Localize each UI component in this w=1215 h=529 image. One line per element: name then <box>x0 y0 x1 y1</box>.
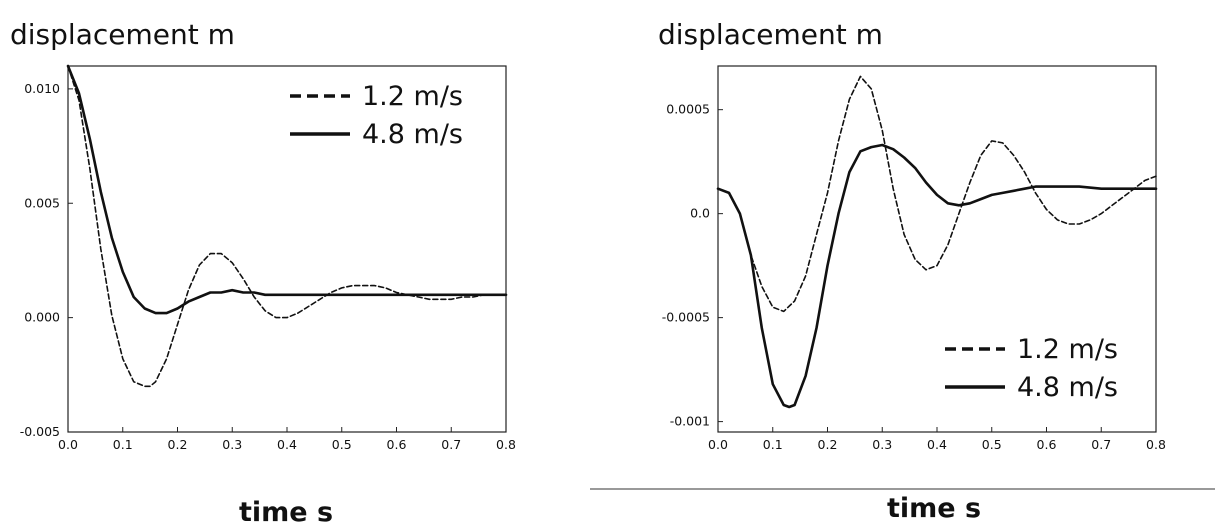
y-tick-label: -0.001 <box>670 414 710 429</box>
x-axis-label: time s <box>887 493 981 524</box>
x-tick-label: 0.0 <box>708 437 728 452</box>
x-tick-label: 0.6 <box>387 437 407 452</box>
x-tick-label: 0.5 <box>982 437 1002 452</box>
chart-right: displacement m time s 0.0 0.1 0.2 0.3 0.4 0.5 0.… <box>590 18 1215 524</box>
y-tick-label: 0.000 <box>24 310 60 325</box>
x-tick-label: 0.8 <box>1146 437 1166 452</box>
x-tick-label: 0.3 <box>872 437 892 452</box>
x-tick-label: 0.5 <box>332 437 352 452</box>
y-axis-label: displacement m <box>658 18 883 51</box>
legend-label: 4.8 m/s <box>362 119 463 150</box>
x-tick-label: 0.1 <box>763 437 783 452</box>
x-tick-label: 0.2 <box>168 437 188 452</box>
series-line-4-8-m-s <box>716 143 1158 409</box>
x-tick-label: 0.7 <box>1091 437 1111 452</box>
x-tick-label: 0.2 <box>818 437 838 452</box>
x-tick-label: 0.7 <box>441 437 461 452</box>
legend-label: 1.2 m/s <box>362 81 463 112</box>
y-tick-label: 0.0 <box>690 206 710 221</box>
x-tick-label: 0.8 <box>496 437 516 452</box>
y-axis-label: displacement m <box>10 18 235 51</box>
x-tick-label: 0.6 <box>1037 437 1057 452</box>
legend-label: 4.8 m/s <box>1017 372 1118 403</box>
x-tick-label: 0.3 <box>222 437 242 452</box>
y-tick-label: -0.0005 <box>662 310 710 325</box>
x-tick-label: 0.4 <box>277 437 297 452</box>
series-line-4-8-m-s <box>66 64 508 315</box>
x-tick-label: 0.4 <box>927 437 947 452</box>
x-tick-label: 0.1 <box>113 437 133 452</box>
y-tick-label: 0.010 <box>24 81 60 96</box>
y-tick-label: 0.0005 <box>666 102 710 117</box>
legend-label: 1.2 m/s <box>1017 334 1118 365</box>
y-tick-label: -0.005 <box>20 424 60 439</box>
x-axis-label: time s <box>239 497 333 528</box>
y-tick-label: 0.005 <box>24 195 60 210</box>
series-line-1-2-m-s <box>67 65 507 388</box>
chart-left: displacement m time s 0.0 0.1 0.2 0.3 0.4 0.5 0.… <box>10 18 516 528</box>
x-tick-label: 0.0 <box>58 437 78 452</box>
series-line-1-2-m-s <box>717 75 1157 313</box>
